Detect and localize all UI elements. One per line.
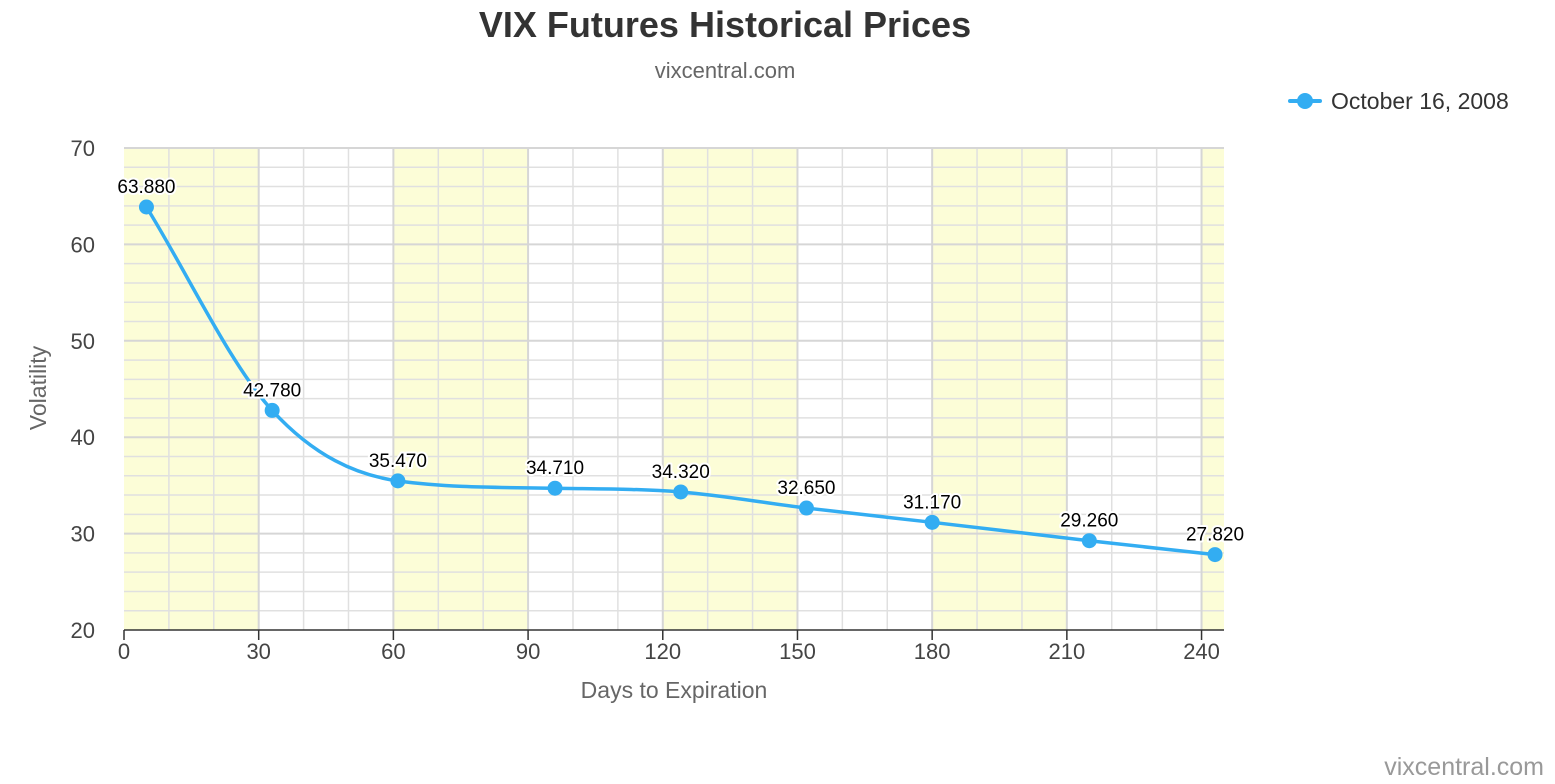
data-point[interactable] [798, 500, 814, 516]
y-tick-label: 40 [71, 425, 95, 450]
data-label: 27.820 [1186, 525, 1244, 546]
data-label: 63.880 [117, 177, 175, 198]
data-point[interactable] [673, 484, 689, 500]
legend-dot [1297, 93, 1313, 109]
chart-subtitle: vixcentral.com [654, 58, 796, 83]
chart-title: VIX Futures Historical Prices [478, 4, 972, 45]
plot-band [393, 148, 529, 630]
x-tick-label: 120 [644, 639, 681, 664]
x-tick-label: 210 [1048, 639, 1085, 664]
x-tick-label: 30 [246, 639, 270, 664]
data-label: 42.780 [243, 380, 301, 401]
y-tick-label: 20 [71, 618, 95, 643]
y-tick-label: 70 [71, 136, 95, 161]
plot-band [662, 148, 798, 630]
series-layer[interactable] [138, 199, 1223, 563]
axes: 0 30 60 90 120 150 180 210 240 20 30 40 50 60 70 Days t… [25, 136, 1224, 703]
grid-lines [124, 147, 1224, 630]
x-tick-label: 180 [914, 639, 951, 664]
data-point[interactable] [1081, 533, 1097, 549]
x-tick-label: 60 [381, 639, 405, 664]
data-labels: 63.880 42.780 35.470 34.710 34.320 32.650 31.1… [115, 175, 1246, 548]
y-tick-label: 60 [71, 232, 95, 257]
x-tick-label: 240 [1183, 639, 1220, 664]
data-label: 31.170 [903, 492, 961, 513]
data-point[interactable] [924, 514, 940, 530]
data-label: 32.650 [777, 478, 835, 499]
data-label: 29.260 [1060, 511, 1118, 532]
plot-bands [124, 148, 1224, 630]
credits-link[interactable]: vixcentral.com [1384, 753, 1544, 781]
x-axis-title: Days to Expiration [581, 677, 768, 703]
legend-item-series[interactable]: October 16, 2008 [1288, 86, 1509, 116]
plot-band [1201, 148, 1224, 630]
y-tick-label: 30 [71, 522, 95, 547]
plot-band [124, 148, 259, 630]
y-axis-title: Volatility [25, 345, 51, 430]
data-point[interactable] [264, 402, 280, 418]
plot-band [932, 148, 1067, 630]
data-point[interactable] [1207, 547, 1223, 563]
x-tick-label: 0 [118, 639, 130, 664]
y-tick-label: 50 [71, 329, 95, 354]
data-point[interactable] [390, 473, 406, 489]
data-label: 34.710 [526, 458, 584, 479]
series-line [144, 206, 1216, 557]
data-point[interactable] [547, 480, 563, 496]
data-label: 34.320 [652, 462, 710, 483]
data-label: 35.470 [369, 451, 427, 472]
x-tick-label: 150 [779, 639, 816, 664]
x-tick-label: 90 [516, 639, 540, 664]
legend-line-dot-icon [1288, 91, 1322, 111]
data-point[interactable] [138, 199, 154, 215]
legend-label: October 16, 2008 [1331, 87, 1509, 114]
